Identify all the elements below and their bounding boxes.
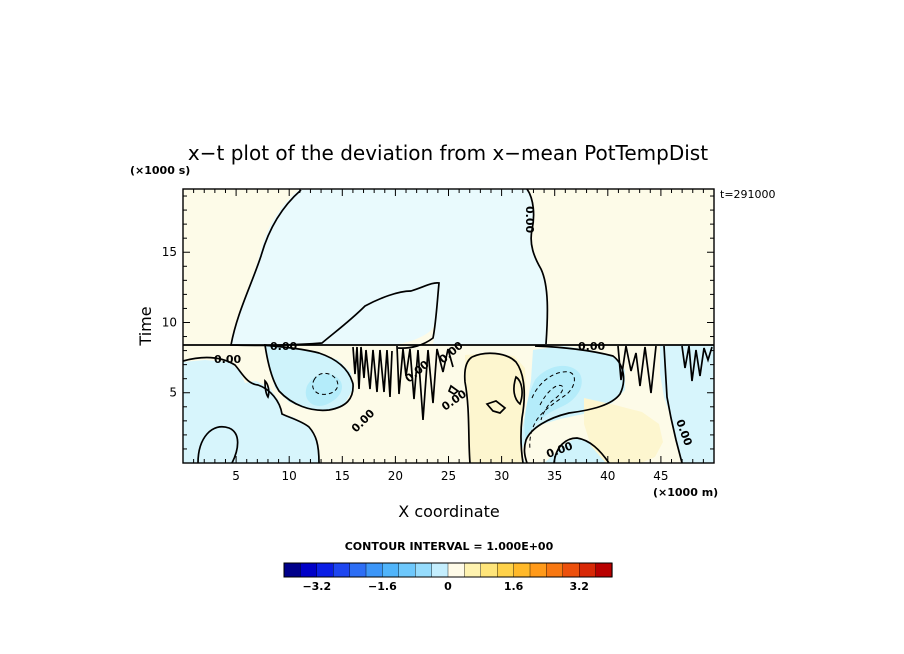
colorbar-swatch <box>300 562 318 578</box>
contour-label-zero-right: 0.00 <box>578 340 605 353</box>
colorbar-swatch <box>595 562 613 578</box>
contour-right-side <box>663 345 683 463</box>
contour-small-loop-center <box>513 375 523 406</box>
contour-upper-left <box>229 189 440 349</box>
x-tick-label: 35 <box>547 469 562 483</box>
colorbar-frame <box>283 562 613 578</box>
contour-label-zero-top: 0.00 <box>523 206 536 233</box>
contour-upper-right <box>526 189 549 345</box>
contour-spikes-a <box>352 346 393 398</box>
contour-right-end-spikes <box>681 345 713 382</box>
x-axis-title: X coordinate <box>398 502 499 521</box>
dashed-right-core-outer <box>529 371 575 450</box>
colorbar-swatch <box>349 562 367 578</box>
contour-small-loop-lower <box>447 384 460 396</box>
colorbar-tick-label: 1.6 <box>504 580 524 593</box>
contour-center-loop <box>263 343 354 412</box>
colorbar-swatch <box>316 562 334 578</box>
contour-right-spikes <box>617 345 657 394</box>
contour-warm-band <box>471 352 526 463</box>
colorbar-tick-label: −3.2 <box>302 580 331 593</box>
y-tick-label: 10 <box>162 315 177 329</box>
contour-label-zero-lower-left: 0.00 <box>214 353 241 366</box>
colorbar-swatch <box>398 562 416 578</box>
x-axis-unit: (×1000 m) <box>653 486 718 499</box>
x-tick-label: 45 <box>653 469 668 483</box>
heatmap-fill <box>183 189 714 463</box>
x-tick-label: 30 <box>494 469 509 483</box>
plot-area <box>182 188 715 464</box>
contour-right-main <box>523 345 625 463</box>
x-tick-label: 25 <box>441 469 456 483</box>
colorbar-swatch <box>546 562 564 578</box>
x-axis: 5 10 15 20 25 30 35 40 45 <box>193 189 704 483</box>
colorbar-swatch <box>365 562 383 578</box>
contour-small-loop-left <box>264 378 270 399</box>
dashed-left-core <box>312 372 339 395</box>
colorbar-swatch <box>283 562 301 578</box>
x-tick-label: 5 <box>232 469 240 483</box>
chart-title: x−t plot of the deviation from x−mean Po… <box>188 141 708 165</box>
left-cool-core <box>305 373 342 406</box>
colorbar-swatch <box>431 562 449 578</box>
contour-spikes-b <box>396 345 454 421</box>
contour-warm-band-left <box>463 356 473 463</box>
colorbar-swatch <box>497 562 515 578</box>
y-axis-title: Time <box>136 306 155 346</box>
time-note: t=291000 <box>720 188 776 201</box>
contour-lower-right-loop <box>553 437 610 463</box>
y-axis-unit: (×1000 s) <box>130 164 190 177</box>
x-tick-label: 20 <box>388 469 403 483</box>
y-tick-label: 15 <box>162 245 177 259</box>
colorbar-tick-label: 0 <box>444 580 452 593</box>
contour-small-loop-mid <box>485 400 507 414</box>
colorbar-swatch <box>513 562 531 578</box>
contour-left-lower <box>197 425 239 463</box>
x-tick-label: 10 <box>282 469 297 483</box>
colorbar-swatch <box>480 562 498 578</box>
right-cool-core <box>524 365 582 440</box>
y-tick-label: 5 <box>169 386 177 400</box>
colorbar-swatch <box>447 562 465 578</box>
colorbar: −3.2 −1.6 0 1.6 3.2 <box>283 562 613 593</box>
contour-left-loop <box>183 356 320 463</box>
colorbar-tick-label: 3.2 <box>569 580 589 593</box>
contours <box>183 189 714 463</box>
colorbar-swatch <box>562 562 580 578</box>
dashed-right-core-inner <box>539 384 564 421</box>
x-tick-label: 15 <box>335 469 350 483</box>
dashed-contours <box>312 371 575 450</box>
colorbar-swatch <box>415 562 433 578</box>
colorbar-swatch <box>382 562 400 578</box>
warm-band <box>465 353 526 463</box>
colorbar-swatch <box>333 562 351 578</box>
contour-interval-label: CONTOUR INTERVAL = 1.000E+00 <box>345 540 554 553</box>
x-tick-label: 40 <box>600 469 615 483</box>
left-cool-region <box>183 360 320 463</box>
warm-right-region <box>584 398 663 463</box>
colorbar-tick-label: −1.6 <box>368 580 397 593</box>
colorbar-swatch <box>464 562 482 578</box>
y-axis: 5 10 15 <box>162 195 714 450</box>
contour-label-zero-left: 0.00 <box>270 340 297 353</box>
upper-right-warm-edge <box>231 189 548 345</box>
colorbar-swatch <box>579 562 597 578</box>
colorbar-swatch <box>529 562 547 578</box>
